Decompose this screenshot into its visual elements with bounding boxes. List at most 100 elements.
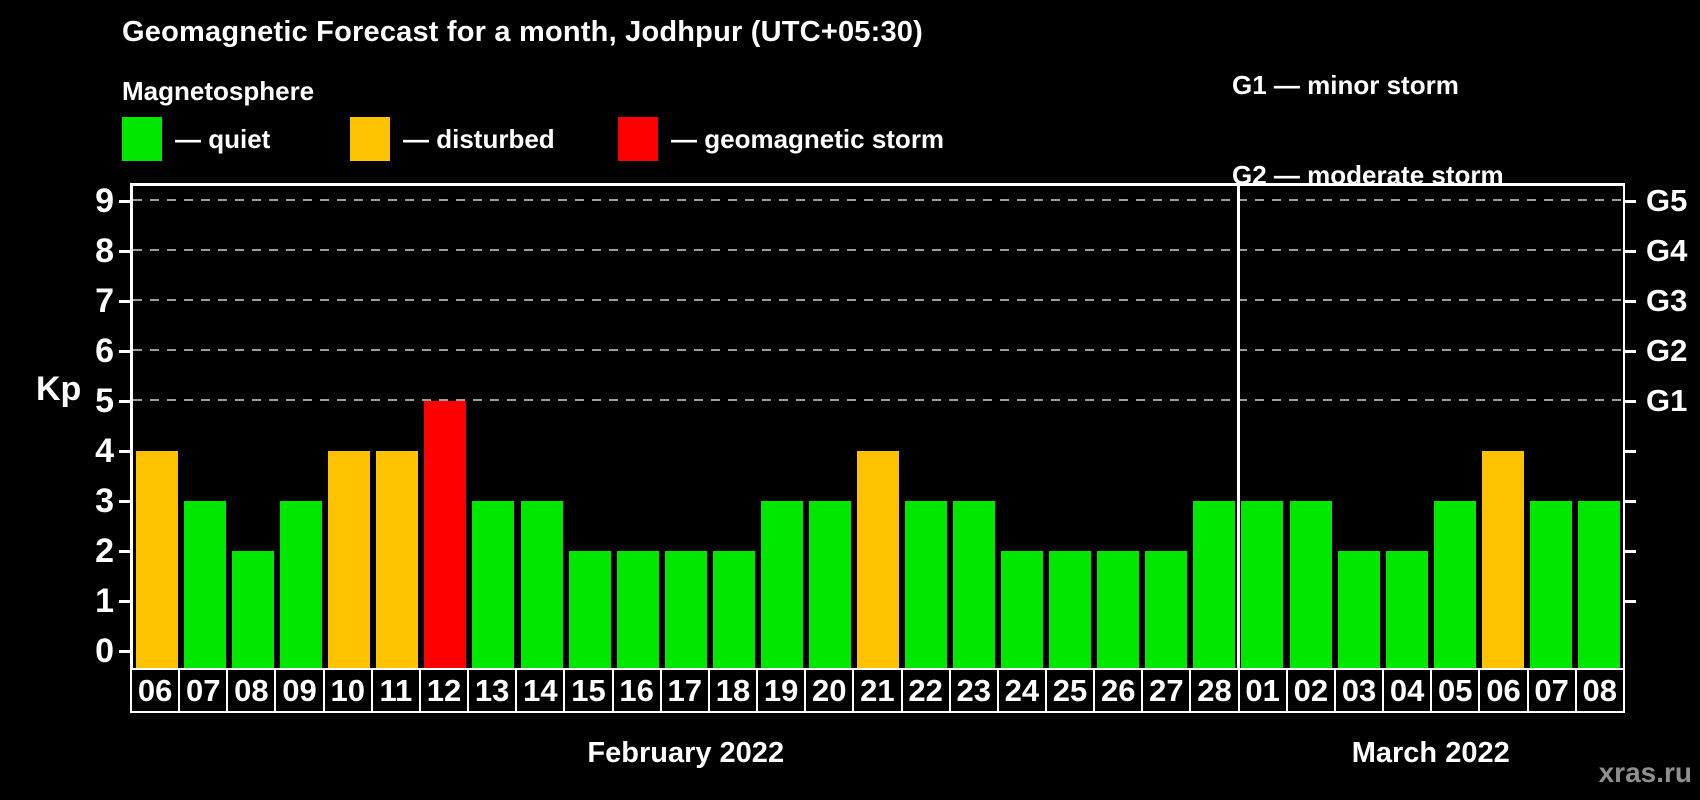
day-cell-06: 06 (1480, 668, 1529, 713)
day-cell-19: 19 (758, 668, 807, 713)
y-axis-tick-label-6: 6 (95, 332, 114, 370)
kp-bar-02 (1289, 501, 1332, 668)
day-cell-22: 22 (902, 668, 951, 713)
bar-slot (469, 186, 517, 668)
disturbed-color-swatch-icon (350, 117, 390, 161)
gridline-kp7 (133, 299, 1623, 301)
bar-slot (1046, 186, 1094, 668)
bar-slot (1431, 186, 1479, 668)
storm-color-swatch-icon (618, 117, 658, 161)
bar-slot (614, 186, 662, 668)
bar-slot (1238, 186, 1286, 668)
plot-area (130, 183, 1625, 668)
kp-bar-12 (424, 401, 467, 668)
kp-bar-23 (953, 501, 996, 668)
kp-bar-11 (376, 451, 419, 668)
right-axis-tick-1 (1625, 600, 1636, 603)
storm-scale-line-g1: G1 — minor storm (1232, 70, 1459, 100)
legend-label-quiet: — quiet (175, 123, 271, 154)
day-cell-07: 07 (1528, 668, 1577, 713)
kp-bar-22 (905, 501, 948, 668)
y-axis-tick-6 (119, 350, 130, 353)
kp-bar-01 (1241, 501, 1284, 668)
bar-slot (1142, 186, 1190, 668)
bar-slot (1527, 186, 1575, 668)
day-cell-10: 10 (324, 668, 373, 713)
day-cell-09: 09 (276, 668, 325, 713)
day-cell-04: 04 (1384, 668, 1433, 713)
magnetosphere-label: Magnetosphere (122, 76, 315, 106)
right-axis-tick-4 (1625, 450, 1636, 453)
y-axis-tick-label-3: 3 (95, 482, 114, 520)
day-cell-23: 23 (950, 668, 999, 713)
bar-slot (566, 186, 614, 668)
legend-label-disturbed: — disturbed (403, 123, 555, 154)
chart-title: Geomagnetic Forecast for a month, Jodhpu… (122, 16, 923, 48)
y-axis-tick-4 (119, 450, 130, 453)
bar-slot (277, 186, 325, 668)
bar-slot (854, 186, 902, 668)
gridline-kp5 (133, 399, 1623, 401)
bar-slot (325, 186, 373, 668)
kp-bar-08 (232, 551, 275, 668)
legend-item-storm: — geomagnetic storm (618, 116, 944, 162)
day-cell-13: 13 (469, 668, 518, 713)
bar-slot (662, 186, 710, 668)
right-axis-tick-3 (1625, 500, 1636, 503)
bar-slot (518, 186, 566, 668)
bar-slot (758, 186, 806, 668)
kp-bar-10 (328, 451, 371, 668)
kp-bar-24 (1001, 551, 1044, 668)
bar-slot (1383, 186, 1431, 668)
y-axis-tick-1 (119, 600, 130, 603)
legend-item-quiet: — quiet (122, 116, 270, 162)
y-axis-tick-8 (119, 250, 130, 253)
day-cell-14: 14 (517, 668, 566, 713)
y-axis-title: Kp (36, 370, 82, 408)
day-cell-16: 16 (613, 668, 662, 713)
y-axis-tick-7 (119, 300, 130, 303)
kp-bar-27 (1145, 551, 1188, 668)
y-axis-tick-0 (119, 650, 130, 653)
y-axis-tick-label-0: 0 (95, 632, 114, 670)
bar-slot (1190, 186, 1238, 668)
day-cell-21: 21 (854, 668, 903, 713)
y-axis-tick-9 (119, 200, 130, 203)
y-axis-tick-label-8: 8 (95, 232, 114, 270)
kp-bar-07 (1529, 501, 1572, 668)
right-axis-tick-9 (1625, 200, 1636, 203)
day-cell-28: 28 (1191, 668, 1240, 713)
right-axis-tick-5 (1625, 400, 1636, 403)
right-axis-g-label-G3: G3 (1646, 283, 1688, 318)
kp-bar-06 (1481, 451, 1524, 668)
right-axis-tick-2 (1625, 550, 1636, 553)
legend-item-disturbed: — disturbed (350, 116, 555, 162)
day-cell-07: 07 (180, 668, 229, 713)
kp-bar-07 (184, 501, 227, 668)
kp-bar-05 (1433, 501, 1476, 668)
y-axis-tick-3 (119, 500, 130, 503)
bar-slot (133, 186, 181, 668)
y-axis-tick-5 (119, 400, 130, 403)
kp-bar-17 (664, 551, 707, 668)
gridline-kp6 (133, 349, 1623, 351)
kp-bar-06 (136, 451, 179, 668)
legend-label-storm: — geomagnetic storm (671, 123, 945, 154)
y-axis-tick-label-2: 2 (95, 532, 114, 570)
kp-bar-28 (1193, 501, 1236, 668)
right-axis-tick-6 (1625, 350, 1636, 353)
bars-container (133, 186, 1623, 668)
y-axis-tick-label-1: 1 (95, 582, 114, 620)
kp-bar-14 (520, 501, 563, 668)
right-axis-tick-8 (1625, 250, 1636, 253)
bar-slot (1575, 186, 1623, 668)
kp-bar-04 (1385, 551, 1428, 668)
day-cell-18: 18 (709, 668, 759, 713)
y-axis-tick-label-4: 4 (95, 432, 114, 470)
right-axis-g-label-G2: G2 (1646, 333, 1688, 368)
day-cell-17: 17 (661, 668, 710, 713)
kp-bar-03 (1337, 551, 1380, 668)
kp-bar-09 (280, 501, 323, 668)
bar-slot (998, 186, 1046, 668)
